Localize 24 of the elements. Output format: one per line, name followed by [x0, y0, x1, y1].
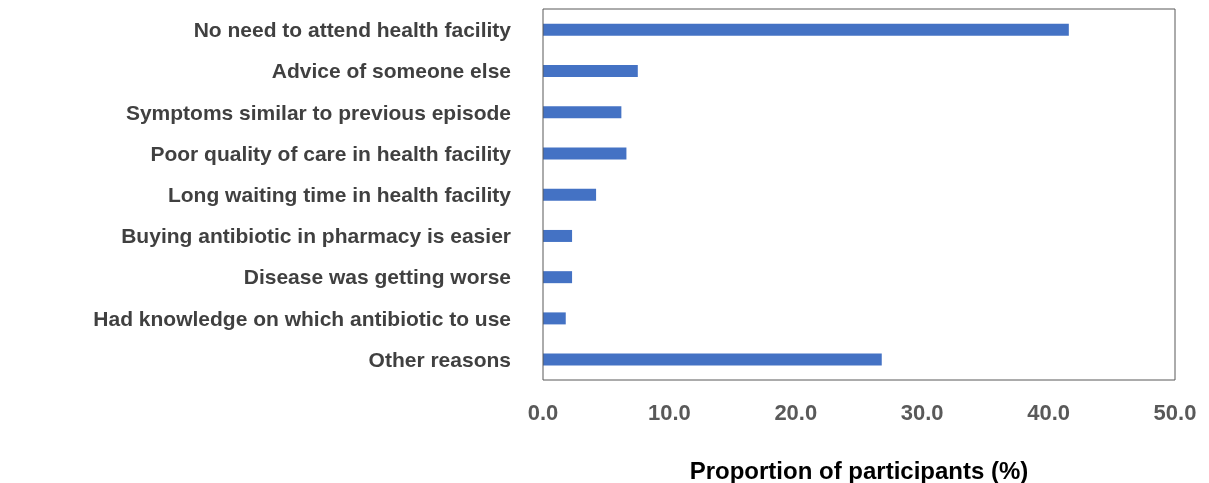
bar	[543, 188, 597, 201]
y-tick-label: Symptoms similar to previous episode	[125, 100, 511, 124]
bar	[543, 147, 627, 160]
y-tick-label: Long waiting time in health facility	[167, 182, 512, 206]
bar	[543, 229, 573, 242]
x-tick-label: 20.0	[774, 399, 818, 425]
bar	[543, 353, 882, 366]
y-tick-label: No need to attend health facility	[193, 18, 512, 42]
y-tick-label: Had knowledge on which antibiotic to use	[93, 306, 511, 330]
x-tick-label: 50.0	[1153, 399, 1197, 425]
x-tick-label: 30.0	[900, 399, 944, 425]
bar	[543, 106, 622, 119]
bar	[543, 312, 566, 325]
y-tick-label: Advice of someone else	[271, 59, 511, 83]
bar	[543, 271, 573, 284]
x-tick-label: 0.0	[527, 399, 559, 425]
bar	[543, 65, 638, 78]
x-tick-label: 40.0	[1027, 399, 1071, 425]
y-tick-label: Other reasons	[368, 347, 511, 371]
y-tick-label: Buying antibiotic in pharmacy is easier	[121, 224, 511, 248]
y-tick-label: Disease was getting worse	[243, 265, 511, 289]
x-tick-label: 10.0	[647, 399, 691, 425]
y-tick-label: Poor quality of care in health facility	[150, 141, 512, 165]
bar	[543, 23, 1069, 36]
